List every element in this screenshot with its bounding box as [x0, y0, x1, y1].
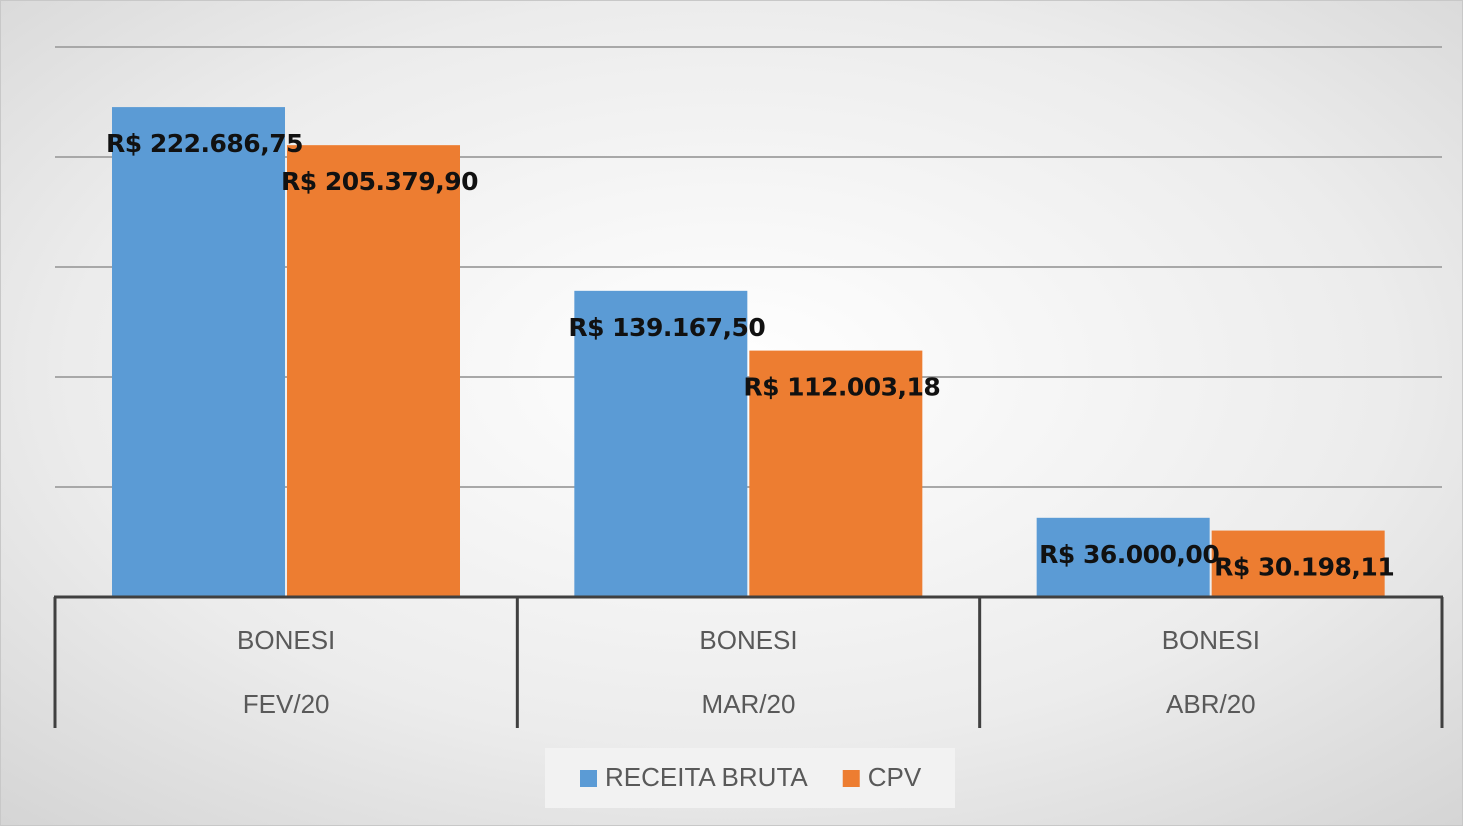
bar — [1211, 530, 1385, 597]
data-label: R$ 222.686,75 — [106, 129, 303, 158]
legend-box — [545, 748, 955, 808]
data-label: R$ 205.379,90 — [281, 167, 478, 196]
data-label: R$ 36.000,00 — [1039, 540, 1219, 569]
legend-label: RECEITA BRUTA — [605, 762, 808, 792]
bar — [749, 350, 923, 597]
data-label: R$ 112.003,18 — [743, 373, 940, 402]
x-tick-label: FEV/20 — [243, 689, 330, 719]
legend-swatch — [842, 770, 860, 787]
x-tick-label: BONESI — [237, 625, 335, 655]
x-tick-label: ABR/20 — [1166, 689, 1256, 719]
x-tick-label: BONESI — [1162, 625, 1260, 655]
bar — [574, 290, 748, 597]
legend-swatch — [580, 770, 597, 787]
data-label: R$ 139.167,50 — [568, 313, 765, 342]
x-tick-label: BONESI — [699, 625, 797, 655]
x-tick-label: MAR/20 — [702, 689, 796, 719]
bar — [1036, 517, 1210, 597]
data-label: R$ 30.198,11 — [1214, 553, 1394, 582]
bar — [112, 107, 285, 598]
legend-label: CPV — [868, 762, 922, 792]
bar — [287, 145, 460, 597]
